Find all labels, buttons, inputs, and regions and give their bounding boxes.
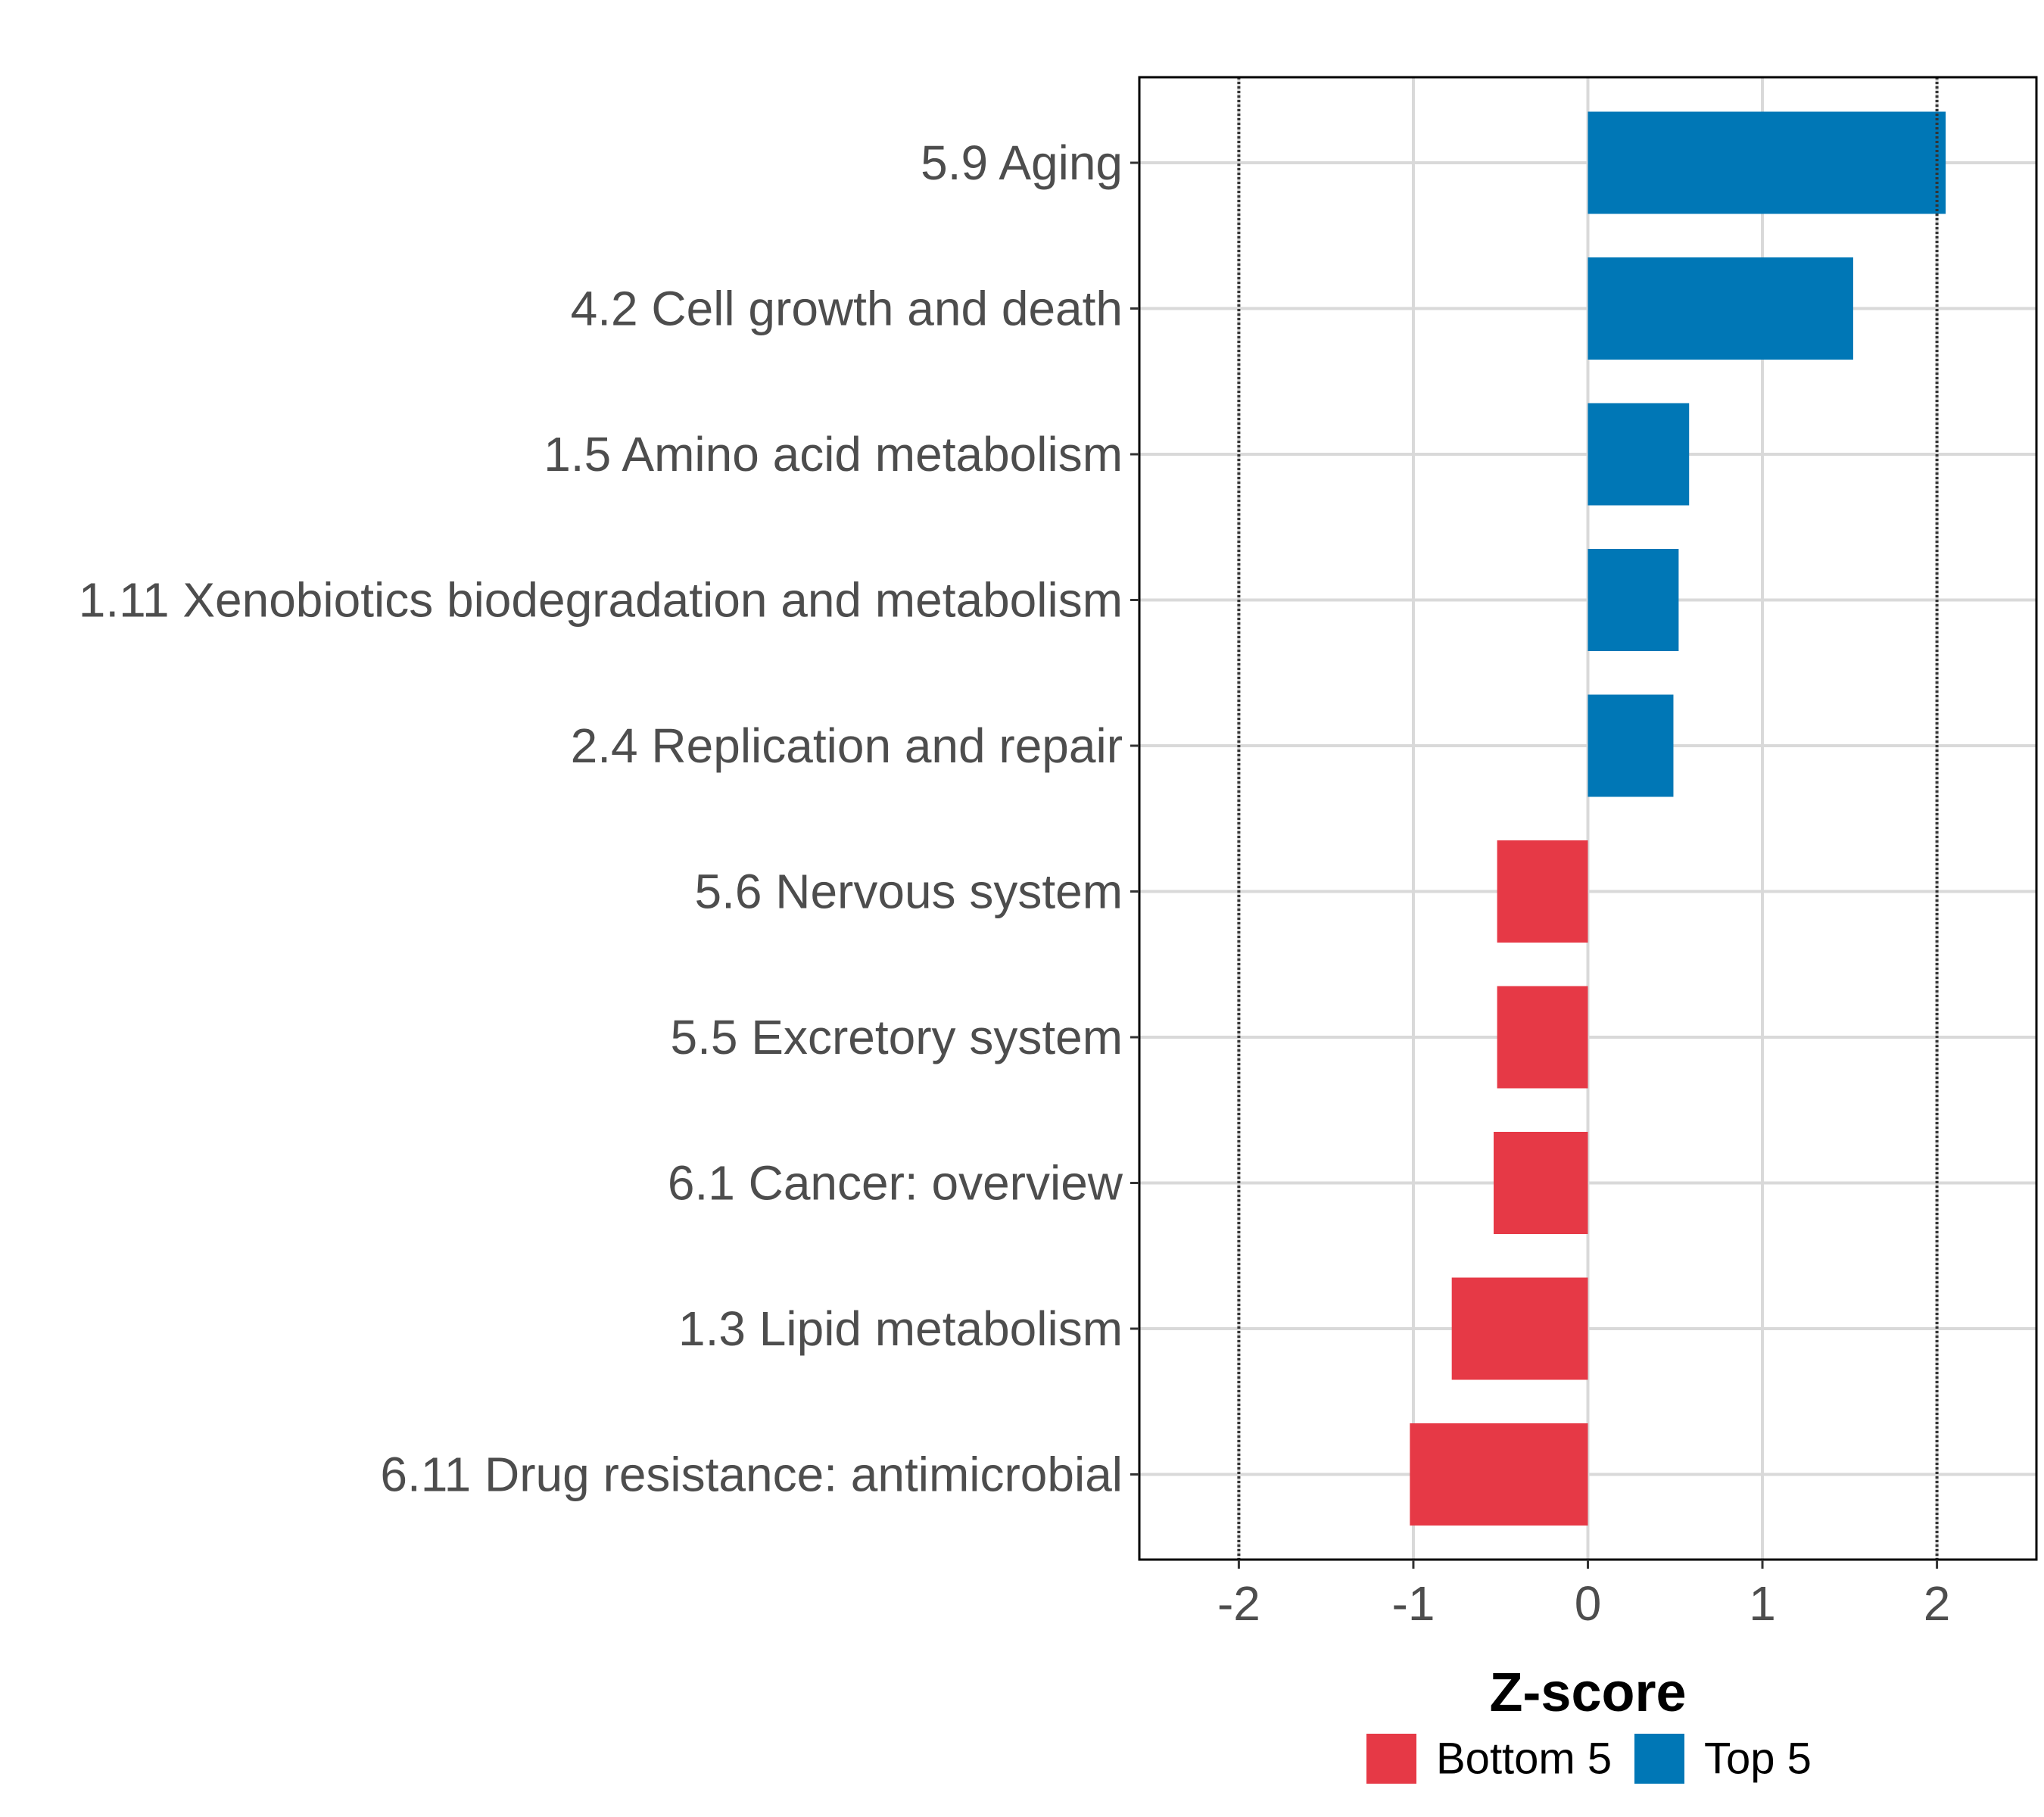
reference-lines [1237,77,1939,1560]
x-tick-label: -1 [1392,1576,1435,1631]
x-tick-label: -2 [1217,1576,1260,1631]
x-axis: -2 -1 0 1 2 [1217,1560,1950,1631]
bar [1497,986,1588,1089]
bars [1410,111,1946,1526]
y-tick-label: 1.11 Xenobiotics biodegradation and meta… [79,573,1123,628]
y-tick-label: 6.11 Drug resistance: antimicrobial [380,1448,1123,1502]
y-tick-label: 5.6 Nervous system [694,865,1123,919]
x-tick-label: 0 [1575,1576,1602,1631]
y-tick-label: 2.4 Replication and repair [571,718,1123,773]
bar [1588,257,1853,360]
legend-label: Bottom 5 [1436,1734,1612,1784]
bar [1451,1277,1588,1380]
x-tick-label: 2 [1924,1576,1951,1631]
y-tick-label: 5.9 Aging [921,136,1123,190]
bar [1588,694,1674,797]
x-axis-title: Z-score [1489,1663,1686,1723]
legend-key [1366,1734,1416,1784]
bar [1410,1423,1588,1526]
bar [1494,1132,1588,1234]
y-tick-label: 6.1 Cancer: overview [668,1156,1123,1211]
y-axis: 5.9 Aging 4.2 Cell growth and death 1.5 Am… [79,136,1139,1502]
y-tick-label: 5.5 Excretory system [671,1010,1123,1064]
bar [1588,403,1690,506]
legend-label: Top 5 [1704,1734,1812,1784]
y-tick-label: 1.3 Lipid metabolism [678,1301,1123,1356]
bar [1588,111,1946,214]
legend: Bottom 5 Top 5 [1366,1734,1812,1784]
bar [1497,840,1588,943]
bar [1588,549,1679,651]
x-tick-label: 1 [1749,1576,1776,1631]
legend-key [1634,1734,1684,1784]
y-tick-label: 1.5 Amino acid metabolism [544,427,1123,482]
y-tick-label: 4.2 Cell growth and death [571,282,1123,336]
